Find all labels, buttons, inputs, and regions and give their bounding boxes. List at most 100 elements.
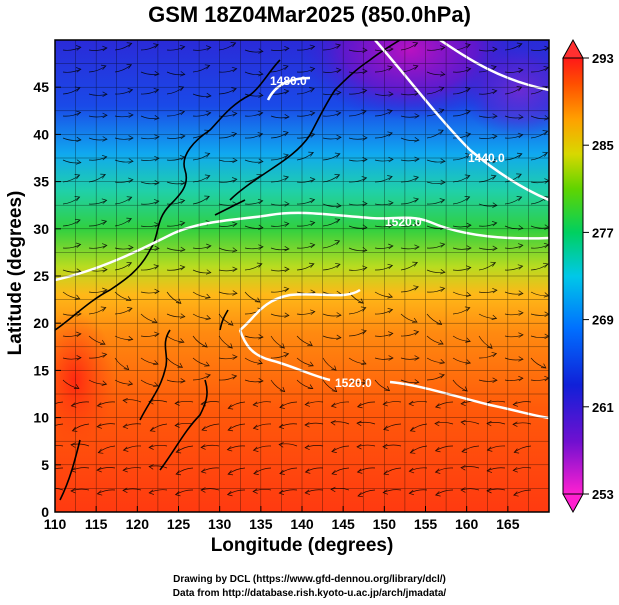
streamline-arrowhead: [206, 243, 212, 249]
streamline: [62, 68, 81, 73]
streamline-arrowhead: [542, 262, 549, 268]
streamline: [530, 115, 549, 120]
streamline-arrowhead: [179, 220, 186, 227]
streamline: [270, 335, 285, 349]
streamline: [374, 159, 394, 162]
streamline-arrowhead: [388, 243, 394, 250]
streamline-arrowhead: [227, 470, 234, 476]
streamline: [218, 112, 237, 117]
streamline-arrowhead: [512, 421, 518, 427]
streamline-arrowhead: [387, 65, 394, 71]
streamline: [175, 489, 194, 496]
streamline: [166, 379, 186, 383]
streamline-arrowhead: [462, 386, 468, 392]
streamline: [218, 223, 238, 227]
streamline-arrowhead: [304, 489, 311, 495]
streamline-arrowhead: [491, 65, 497, 71]
streamline-arrowhead: [227, 343, 233, 349]
streamline: [88, 47, 108, 51]
streamline: [322, 203, 341, 207]
streamline-arrowhead: [492, 287, 498, 294]
streamline: [296, 222, 315, 227]
streamline-arrowhead: [100, 173, 106, 179]
streamline-arrowhead: [70, 402, 77, 408]
streamline-arrowhead: [387, 131, 393, 137]
y-tick-label: 35: [33, 174, 49, 190]
streamline: [305, 401, 324, 406]
streamline: [140, 265, 159, 271]
streamline-arrowhead: [330, 402, 337, 408]
colorbar-label: 253: [592, 487, 614, 502]
streamline-arrowhead: [434, 420, 440, 427]
streamline: [513, 445, 532, 453]
streamline: [72, 423, 90, 432]
streamline-arrowhead: [70, 442, 76, 448]
streamline: [504, 291, 523, 295]
streamline: [426, 199, 445, 205]
streamline: [400, 246, 420, 250]
streamline-arrowhead: [258, 244, 264, 250]
streamline: [504, 115, 524, 119]
streamline-arrowhead: [384, 386, 391, 392]
streamline: [218, 42, 236, 51]
streamline-arrowhead: [101, 243, 108, 249]
streamline-arrowhead: [331, 386, 338, 393]
streamline-arrowhead: [465, 291, 472, 298]
streamline: [452, 88, 471, 95]
streamline-arrowhead: [253, 469, 259, 475]
streamline: [140, 115, 159, 119]
streamline-arrowhead: [412, 42, 419, 48]
streamline: [114, 43, 132, 51]
streamline: [244, 225, 263, 229]
streamline-arrowhead: [356, 468, 363, 474]
streamline: [322, 335, 341, 339]
streamline-arrowhead: [413, 221, 420, 227]
streamline-arrowhead: [258, 48, 264, 54]
streamline: [70, 488, 90, 492]
streamline-arrowhead: [101, 380, 108, 386]
streamline: [140, 181, 160, 185]
streamline: [218, 88, 237, 95]
streamline-arrowhead: [252, 488, 258, 494]
streamline-arrowhead: [439, 45, 446, 51]
streamline-arrowhead: [436, 319, 443, 325]
streamline-arrowhead: [362, 47, 368, 54]
streamline: [114, 179, 134, 183]
streamline: [452, 154, 471, 161]
streamline: [513, 401, 532, 405]
streamline: [97, 401, 116, 407]
streamline-arrowhead: [174, 491, 181, 497]
streamline: [504, 377, 524, 381]
streamline: [348, 247, 367, 252]
streamline-arrowhead: [518, 332, 524, 338]
streamline: [55, 401, 64, 405]
streamline: [270, 132, 289, 139]
streamline-arrowhead: [465, 359, 472, 365]
streamline: [88, 137, 108, 141]
streamline: [218, 291, 238, 295]
streamline: [400, 357, 420, 360]
x-tick-label: 165: [496, 516, 520, 532]
streamline-arrowhead: [126, 217, 132, 223]
streamline: [71, 401, 90, 407]
streamline: [227, 445, 246, 451]
streamline-arrowhead: [408, 489, 415, 496]
streamline: [192, 112, 211, 117]
streamline-arrowhead: [154, 134, 160, 140]
streamline: [296, 88, 315, 95]
streamline-arrowhead: [465, 337, 471, 343]
streamline: [374, 176, 393, 183]
streamline: [279, 423, 298, 428]
streamline: [435, 445, 454, 452]
streamline: [140, 379, 159, 387]
streamline-arrowhead: [180, 246, 186, 253]
streamline: [218, 178, 237, 183]
streamline-arrowhead: [356, 420, 362, 427]
colorbar-label: 269: [592, 313, 614, 328]
streamline-arrowhead: [151, 318, 158, 323]
streamline: [253, 445, 272, 451]
streamline: [426, 46, 445, 51]
streamline: [166, 200, 185, 205]
streamline: [357, 489, 376, 497]
streamline: [478, 175, 497, 183]
